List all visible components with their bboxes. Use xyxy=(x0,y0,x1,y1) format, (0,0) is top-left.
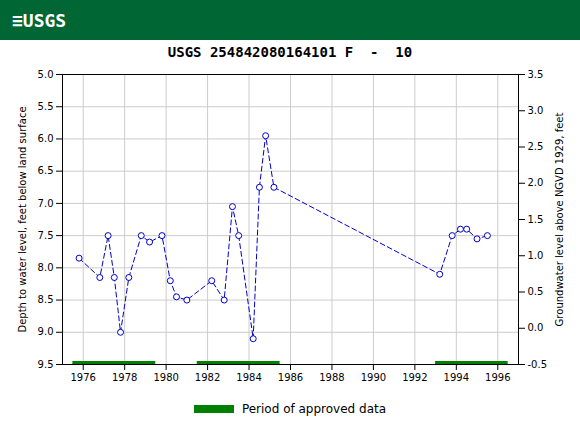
html-text:≡USGS: ≡USGS xyxy=(12,9,67,31)
svg-text:5.0: 5.0 xyxy=(38,69,54,80)
svg-text:3.0: 3.0 xyxy=(528,105,544,116)
svg-text:1978: 1978 xyxy=(112,372,137,383)
svg-text:1990: 1990 xyxy=(361,372,386,383)
html-text:USGS 254842080164101 F - 10: USGS 254842080164101 F - 10 xyxy=(167,44,413,60)
svg-text:Depth to water level, feet bel: Depth to water level, feet below land su… xyxy=(17,106,28,332)
svg-text:7.5: 7.5 xyxy=(38,230,54,241)
svg-text:1984: 1984 xyxy=(236,372,261,383)
svg-text:1988: 1988 xyxy=(319,372,344,383)
svg-text:2.5: 2.5 xyxy=(528,141,544,152)
html-text:Period of approved data: Period of approved data xyxy=(241,402,387,416)
svg-text:1980: 1980 xyxy=(153,372,178,383)
svg-text:1982: 1982 xyxy=(195,372,220,383)
svg-text:1.5: 1.5 xyxy=(528,214,544,225)
svg-text:9.5: 9.5 xyxy=(38,359,54,370)
svg-text:-0.5: -0.5 xyxy=(528,359,548,370)
svg-text:1996: 1996 xyxy=(485,372,510,383)
svg-text:8.5: 8.5 xyxy=(38,294,54,305)
svg-text:1.0: 1.0 xyxy=(528,250,544,261)
svg-text:1994: 1994 xyxy=(444,372,469,383)
svg-text:5.5: 5.5 xyxy=(38,101,54,112)
svg-text:6.0: 6.0 xyxy=(38,133,54,144)
svg-text:6.5: 6.5 xyxy=(38,165,54,176)
svg-text:0.0: 0.0 xyxy=(528,322,544,333)
svg-text:9.0: 9.0 xyxy=(38,326,54,337)
svg-text:1976: 1976 xyxy=(71,372,96,383)
svg-text:3.5: 3.5 xyxy=(528,69,544,80)
svg-text:2.0: 2.0 xyxy=(528,177,544,188)
svg-text:Groundwater level above NGVD 1: Groundwater level above NGVD 1929, feet xyxy=(554,113,565,327)
svg-text:8.0: 8.0 xyxy=(38,262,54,273)
svg-text:1986: 1986 xyxy=(278,372,303,383)
svg-text:1992: 1992 xyxy=(402,372,427,383)
svg-text:0.5: 0.5 xyxy=(528,286,544,297)
svg-text:7.0: 7.0 xyxy=(38,198,54,209)
